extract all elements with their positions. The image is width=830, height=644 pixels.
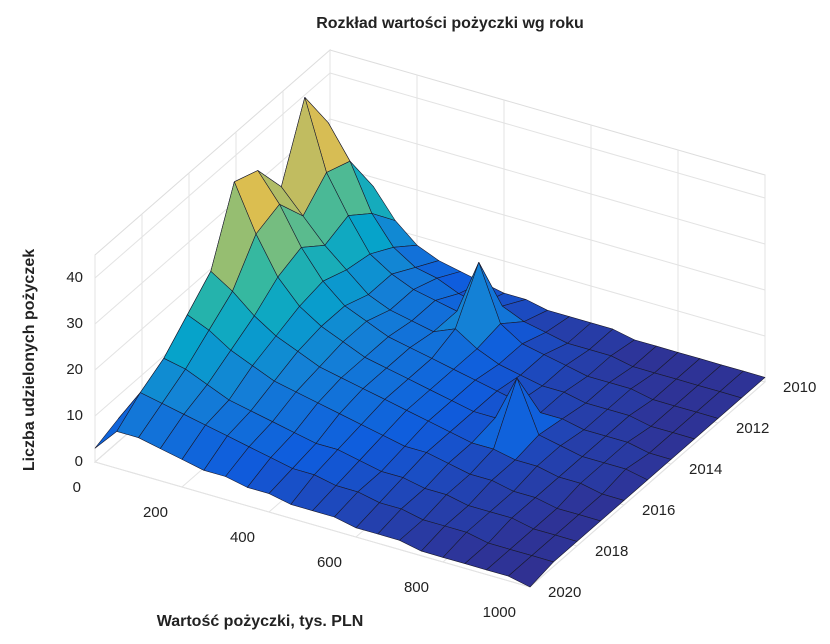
grid-line — [329, 164, 766, 291]
surface-patch — [507, 555, 554, 588]
z-tick-label: 40 — [66, 269, 83, 286]
x-tick-label: 600 — [317, 554, 342, 571]
x-tick-label: 400 — [230, 529, 255, 546]
grid-line — [329, 118, 766, 245]
z-tick-label: 20 — [66, 361, 83, 378]
y-tick-label: 2020 — [548, 584, 581, 601]
chart-title: Rozkład wartości pożyczki wg roku — [316, 15, 584, 32]
z-tick-label: 0 — [75, 453, 83, 470]
grid-line — [329, 72, 766, 199]
y-tick-label: 2012 — [736, 420, 769, 437]
x-tick-label: 0 — [73, 479, 81, 496]
z-tick-label: 30 — [66, 315, 83, 332]
x-axis-label: Wartość pożyczki, tys. PLN — [157, 613, 364, 630]
y-tick-label: 2014 — [689, 461, 722, 478]
x-tick-label: 800 — [404, 579, 429, 596]
grid-line — [94, 461, 531, 588]
z-axis-label: Liczba udzielonych pożyczek — [21, 249, 38, 471]
y-tick-label: 2016 — [642, 502, 675, 519]
y-tick-label: 2010 — [783, 379, 816, 396]
grid-line — [94, 72, 331, 279]
surface — [94, 97, 766, 588]
x-tick-label: 1000 — [483, 604, 516, 621]
z-tick-label: 10 — [66, 407, 83, 424]
tick-labels: 0102030400200400600800100020102012201420… — [66, 269, 816, 621]
grid-line — [529, 381, 766, 588]
x-tick-label: 200 — [143, 504, 168, 521]
y-tick-label: 2018 — [595, 543, 628, 560]
